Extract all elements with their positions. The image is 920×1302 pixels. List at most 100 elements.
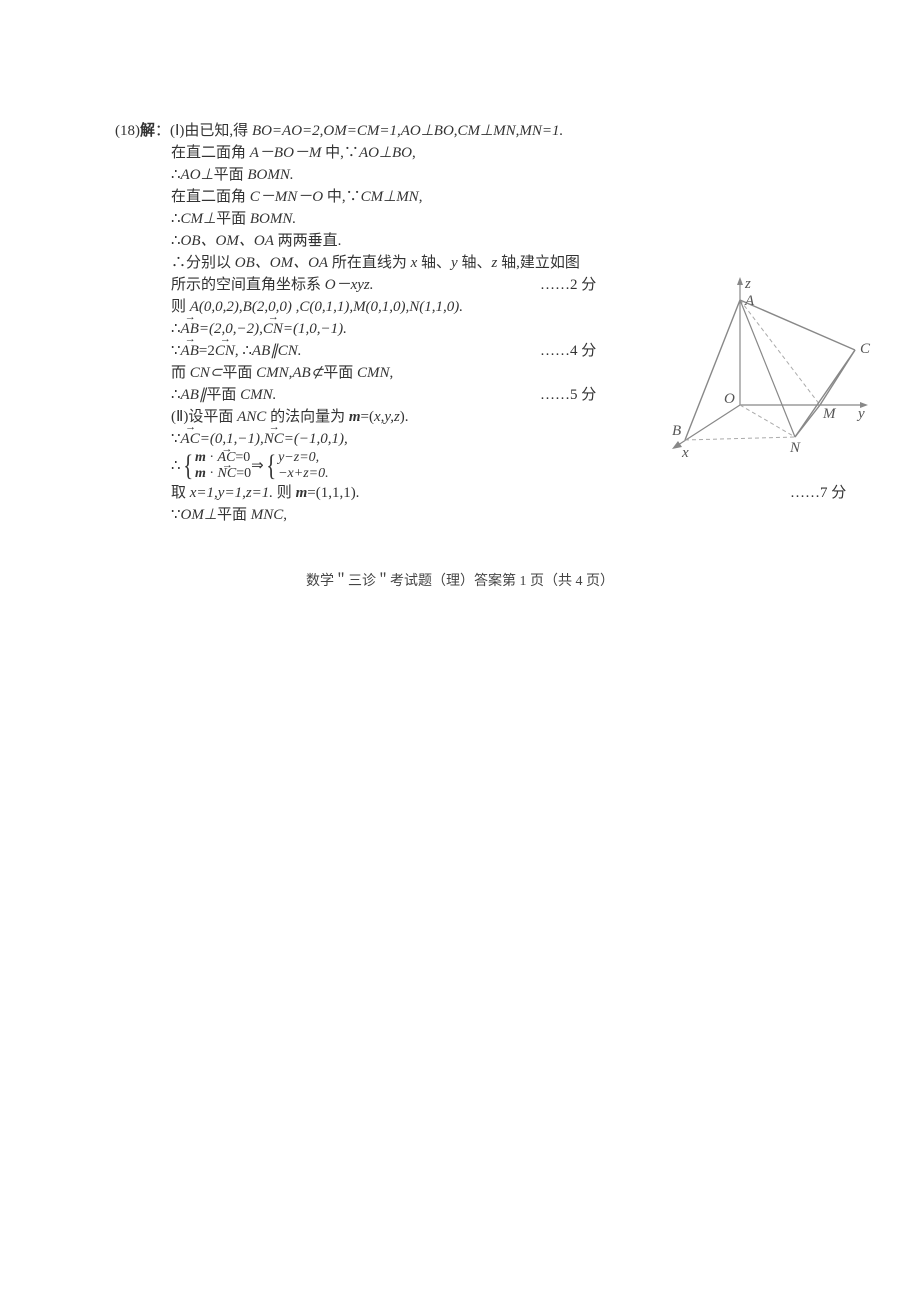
- math: BOMN.: [247, 167, 293, 183]
- arrow-icon: →: [263, 314, 283, 320]
- system-left: m · →AC=0 m · →NC=0: [195, 450, 251, 482]
- arrow-icon: →: [215, 336, 235, 342]
- math: A－BO－M: [250, 145, 322, 161]
- brace-icon: {: [266, 451, 276, 481]
- arrow-icon: →: [264, 424, 284, 430]
- text: ,: [283, 507, 287, 523]
- line-3: ∴AO⊥平面 BOMN.: [115, 164, 875, 186]
- math: CMN: [357, 365, 390, 381]
- text: ∵: [171, 507, 181, 523]
- vector-AB: →AB: [181, 340, 199, 362]
- math: CMN,AB⊄: [256, 365, 323, 381]
- label-C: C: [860, 341, 871, 357]
- math: OB、OM、OA: [235, 255, 328, 271]
- math: O－xyz.: [325, 277, 374, 293]
- score-4: ……4 分: [540, 340, 596, 362]
- math: AO⊥: [181, 167, 214, 183]
- math: AB∥: [181, 387, 207, 403]
- label-A: A: [744, 293, 755, 309]
- arrow-icon: →: [218, 462, 237, 468]
- line-2: 在直二面角 A－BO－M 中,∵AO⊥BO,: [115, 142, 875, 164]
- system-right: y−z=0, −x+z=0.: [278, 450, 329, 482]
- vector-NC: →NC: [264, 428, 284, 450]
- label-O: O: [724, 391, 735, 407]
- math: =(1,0,−1).: [283, 321, 347, 337]
- vector-CN: →CN: [263, 318, 283, 340]
- score-7: ……7 分: [790, 482, 846, 504]
- text: 则: [273, 485, 296, 501]
- text: ∵: [171, 431, 181, 447]
- math: ).: [400, 409, 409, 425]
- vector-AC: →AC: [181, 428, 200, 450]
- vector-CN: →CN: [215, 340, 235, 362]
- arrow-icon: →: [181, 314, 199, 320]
- text: ∴: [171, 455, 181, 477]
- text: , ∴: [235, 343, 252, 359]
- text: 平面: [217, 507, 251, 523]
- math: CN⊂: [190, 365, 223, 381]
- arrow-icon: →: [181, 424, 200, 430]
- brace-icon: {: [183, 451, 193, 481]
- math: y: [451, 255, 458, 271]
- label-M: M: [822, 406, 837, 422]
- label-z: z: [744, 276, 751, 292]
- text: 所在直线为: [328, 255, 411, 271]
- score-5: ……5 分: [540, 384, 596, 406]
- text: 解: [140, 123, 155, 139]
- arrow-icon: →: [218, 446, 236, 452]
- text: 平面: [216, 211, 250, 227]
- math: C－MN－O: [250, 189, 323, 205]
- text: 平面: [214, 167, 248, 183]
- line-17: 取 x=1,y=1,z=1. 则 m=(1,1,1). ……7 分: [115, 482, 875, 504]
- label-y: y: [856, 406, 865, 422]
- label-x: x: [681, 445, 689, 460]
- text: ∵: [171, 343, 181, 359]
- text: 平面: [323, 365, 357, 381]
- text: 轴,建立如图: [497, 255, 580, 271]
- math: OM⊥: [181, 507, 217, 523]
- line-1: (18)解：(Ⅰ)由已知,得 BO=AO=2,OM=CM=1,AO⊥BO,CM⊥…: [115, 120, 875, 142]
- geometry-diagram: z A O B x C M y N: [660, 275, 875, 460]
- text: ,: [412, 145, 416, 161]
- math: m: [296, 485, 308, 501]
- label-B: B: [672, 423, 681, 439]
- math: x,y,z: [374, 409, 400, 425]
- text: 两两垂直.: [274, 233, 342, 249]
- math: =(−1,0,1),: [284, 431, 348, 447]
- label-N: N: [789, 440, 801, 456]
- math: =(1,1,1).: [307, 485, 359, 501]
- text: 所示的空间直角坐标系: [171, 277, 325, 293]
- line-7: ∴分别以 OB、OM、OA 所在直线为 x 轴、y 轴、z 轴,建立如图: [115, 252, 875, 274]
- text: ：(Ⅰ)由已知,得: [155, 123, 252, 139]
- math: =(0,1,−1),: [200, 431, 264, 447]
- math: =(2,0,−2),: [199, 321, 263, 337]
- text: ∴: [171, 233, 181, 249]
- text: 取: [171, 485, 190, 501]
- math: MNC: [251, 507, 284, 523]
- text: ∴: [171, 387, 181, 403]
- math: =(: [361, 409, 374, 425]
- text: ∴: [171, 167, 181, 183]
- math: CM⊥MN: [361, 189, 419, 205]
- text: 平面: [222, 365, 256, 381]
- text: ,: [390, 365, 394, 381]
- arrow-implies: ⇒: [251, 455, 264, 477]
- text: ∴分别以: [171, 255, 235, 271]
- text: 中,∵: [321, 145, 359, 161]
- text: 在直二面角: [171, 189, 250, 205]
- math: AB∥CN.: [252, 343, 302, 359]
- text: ∴: [171, 211, 181, 227]
- arrow-icon: →: [181, 336, 199, 342]
- text: 而: [171, 365, 190, 381]
- text: 在直二面角: [171, 145, 250, 161]
- diagram-edges: [672, 277, 868, 449]
- math: OB、OM、OA: [181, 233, 274, 249]
- line-18: ∵OM⊥平面 MNC,: [115, 504, 875, 526]
- math: AO⊥BO: [359, 145, 412, 161]
- score-2: ……2 分: [540, 274, 596, 296]
- math: x=1,y=1,z=1.: [190, 485, 273, 501]
- math: CM⊥: [181, 211, 217, 227]
- math: CMN.: [240, 387, 276, 403]
- text: 中,∵: [323, 189, 361, 205]
- line-4: 在直二面角 C－MN－O 中,∵CM⊥MN,: [115, 186, 875, 208]
